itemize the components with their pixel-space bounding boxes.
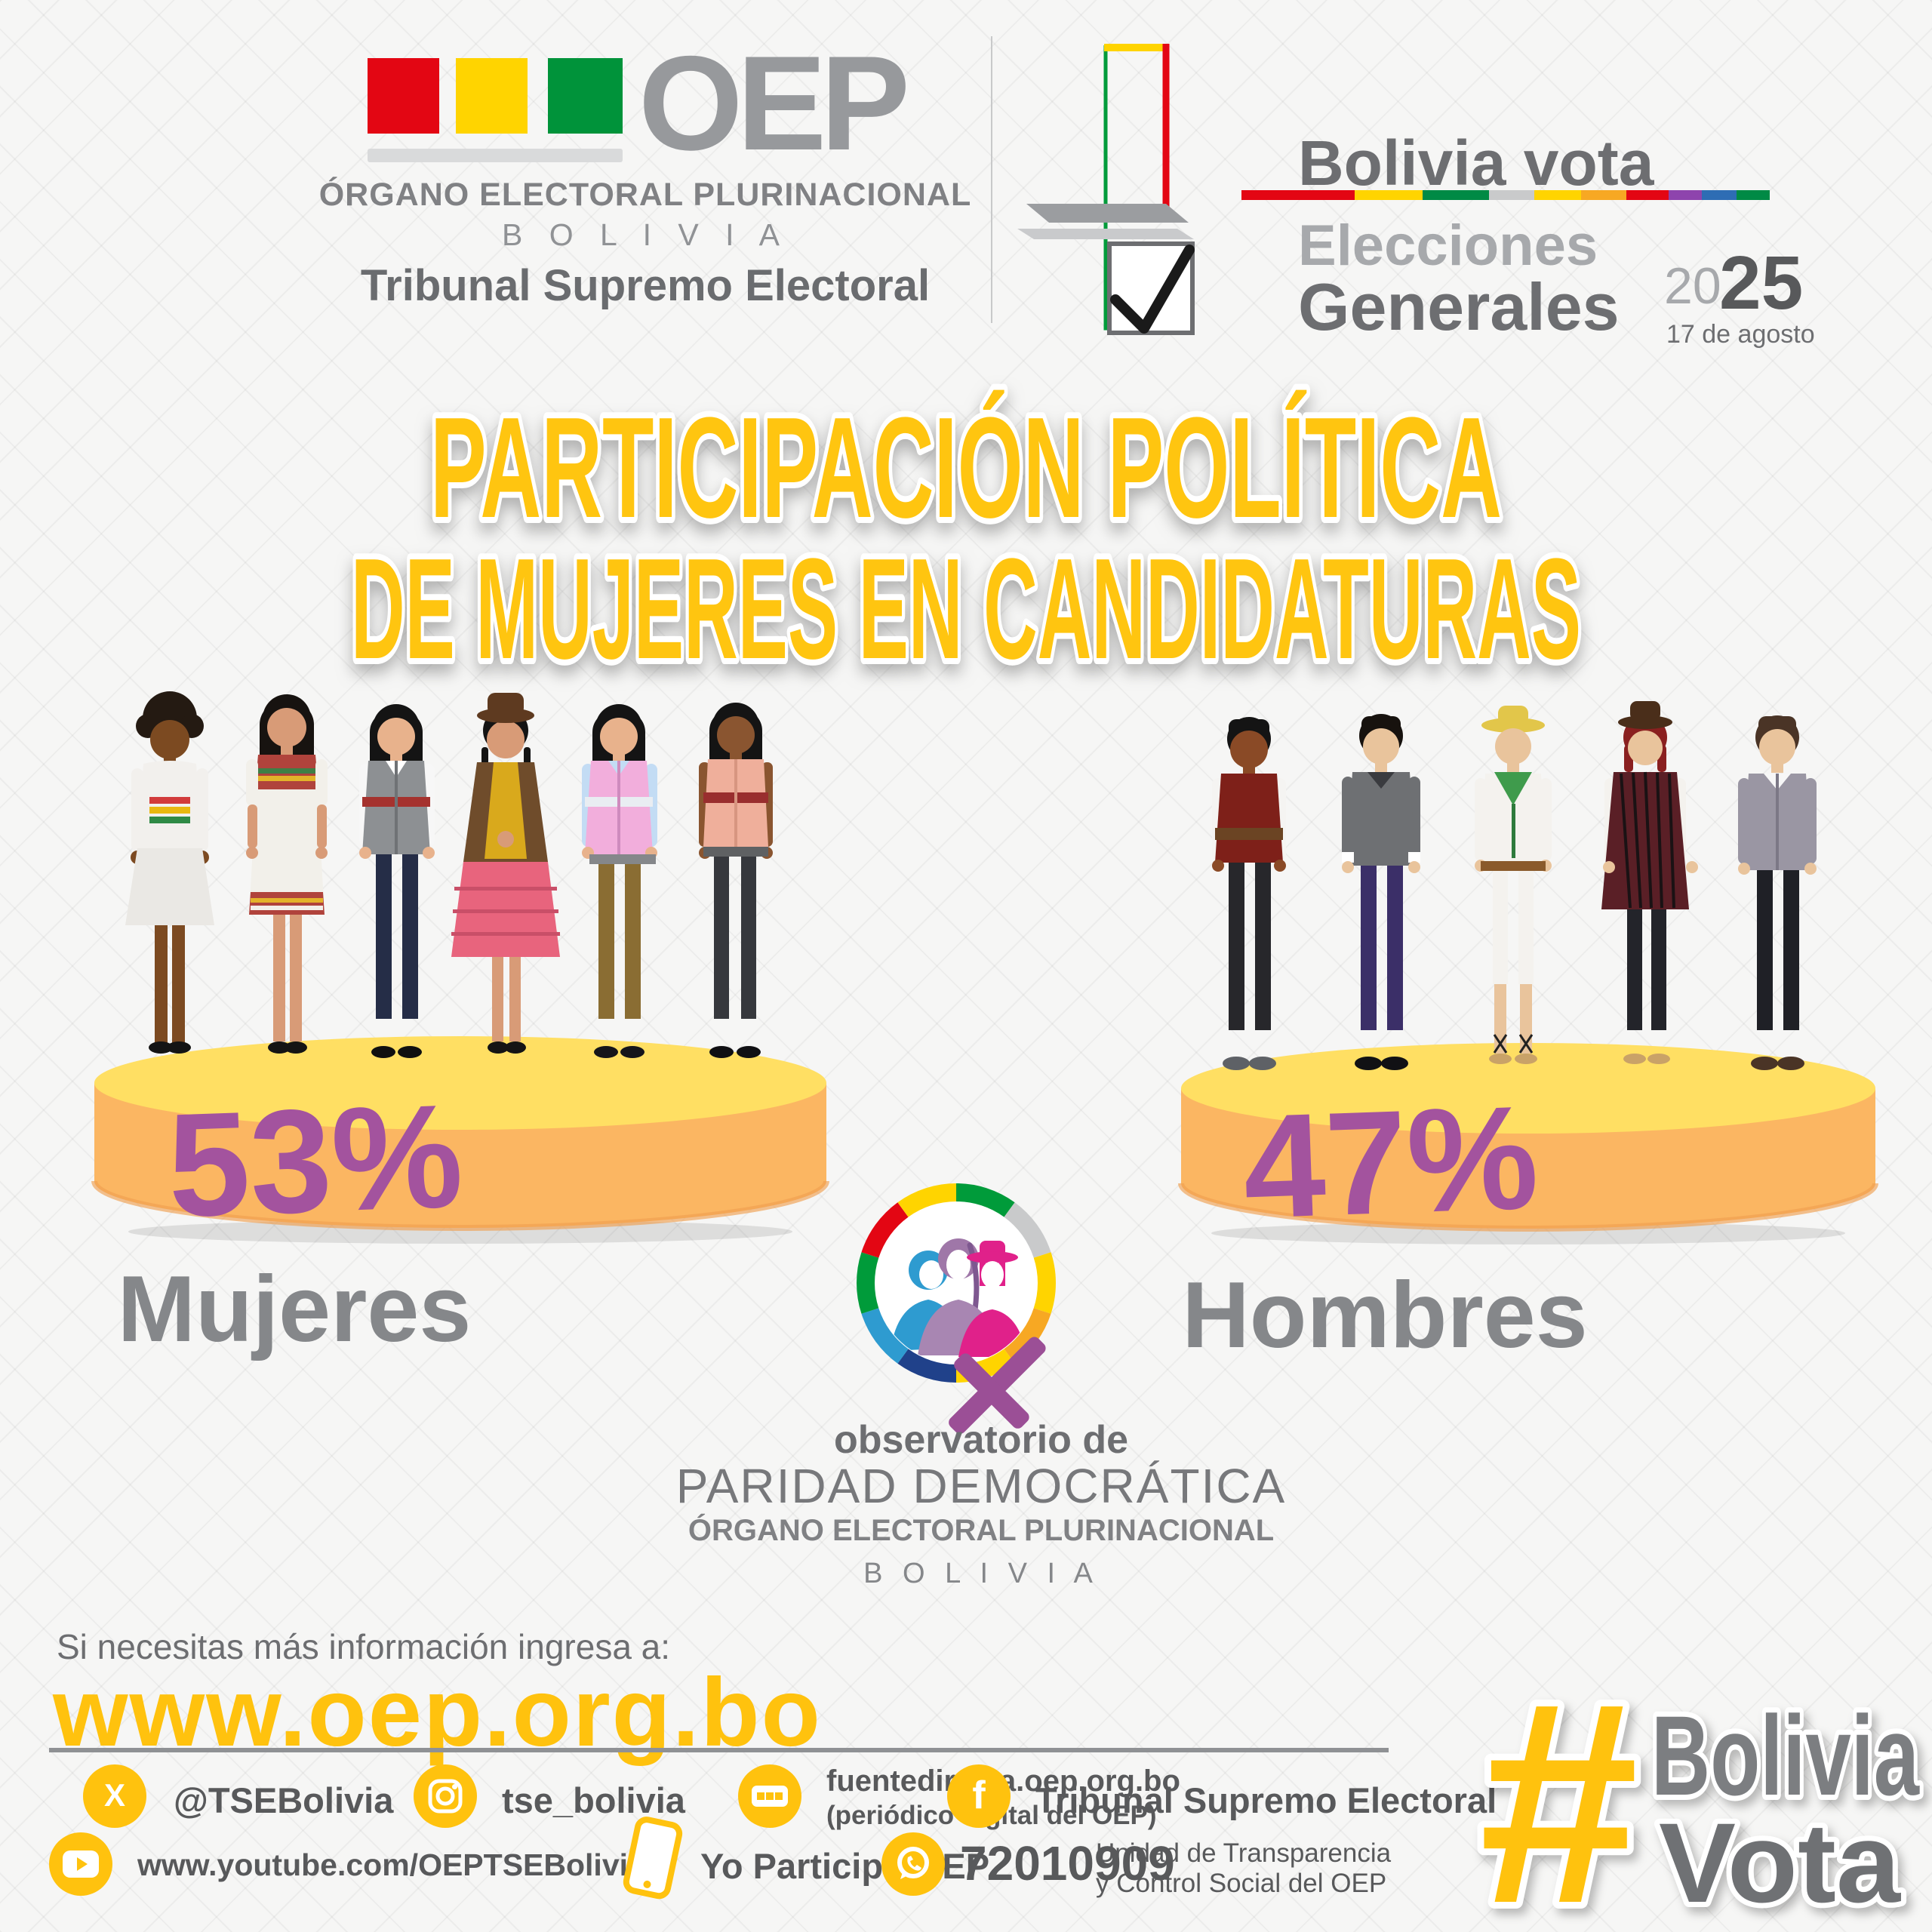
- men-percentage: 47%: [1241, 1075, 1541, 1249]
- oep-wordmark: OEP: [638, 28, 910, 178]
- poster-title-line1: PARTICIPACIÓN POLÍTICA: [430, 388, 1502, 548]
- men-label: Hombres: [1182, 1263, 1588, 1367]
- poster-title: PARTICIPACIÓN POLÍTICA DE MUJERES EN CAN…: [345, 382, 1587, 679]
- hashtag-line1: Bolivia: [1651, 1692, 1920, 1819]
- men-platform: 47%: [1178, 1043, 1878, 1250]
- svg-text:f: f: [972, 1775, 986, 1817]
- instagram-handle[interactable]: tse_bolivia: [502, 1780, 685, 1820]
- observatory-line4: B O L I V I A: [863, 1558, 1099, 1589]
- x-twitter-icon[interactable]: X: [83, 1764, 146, 1828]
- oep-country-line: B O L I V I A: [501, 217, 789, 252]
- women-illustration: [125, 691, 773, 1058]
- facebook-page-label[interactable]: Tribunal Supremo Electoral: [1035, 1780, 1497, 1820]
- observatory-line3: ÓRGANO ELECTORAL PLURINACIONAL: [688, 1514, 1275, 1547]
- fuentedirecta-icon[interactable]: [738, 1764, 801, 1828]
- campaign-title: Bolivia vota: [1298, 128, 1654, 198]
- whatsapp-sublabel: Unidad de Transparencia y Control Social…: [1096, 1838, 1391, 1900]
- woman-figure-4: [451, 693, 560, 1054]
- man-figure-1: [1212, 717, 1286, 1070]
- youtube-icon[interactable]: [49, 1832, 112, 1896]
- footer-info-label: Si necesitas más información ingresa a:: [57, 1627, 671, 1666]
- flag-bar-yellow: [456, 58, 528, 134]
- oep-underline: [368, 149, 623, 162]
- observatory-logo: [857, 1183, 1056, 1434]
- woman-figure-5: [582, 704, 657, 1058]
- woman-figure-3: [359, 704, 435, 1058]
- instagram-icon[interactable]: [414, 1764, 477, 1828]
- women-percentage: 53%: [165, 1073, 466, 1247]
- woman-figure-2: [246, 694, 328, 1054]
- women-platform: 53%: [91, 1036, 829, 1248]
- men-illustration: [1212, 701, 1817, 1070]
- elections-line1: Elecciones: [1298, 214, 1598, 278]
- elections-date: 17 de agosto: [1666, 320, 1815, 349]
- ballot-box-icon: [1017, 44, 1195, 335]
- hashtag-line2: Vota: [1659, 1799, 1902, 1926]
- flag-bar-green: [548, 58, 623, 134]
- hashtag-symbol: #: [1479, 1642, 1638, 1930]
- observatory-line2: PARIDAD DEMOCRÁTICA: [675, 1459, 1287, 1513]
- rainbow-stripe: [1241, 190, 1770, 200]
- footer-divider: [49, 1748, 1389, 1752]
- poster-title-line2: DE MUJERES EN CANDIDATURAS: [351, 529, 1581, 679]
- oep-tribunal-line: Tribunal Supremo Electoral: [360, 261, 931, 310]
- woman-figure-6: [699, 703, 773, 1058]
- hashtag-bolivia-vota: # Bolivia Vota: [1472, 1635, 1925, 1930]
- yo-participo-label[interactable]: Yo Participo OEP: [700, 1846, 990, 1886]
- whatsapp-sublabel-line2: y Control Social del OEP: [1096, 1869, 1387, 1899]
- year-prefix: 20: [1664, 257, 1721, 315]
- man-figure-2: [1342, 714, 1420, 1070]
- phone-icon: [617, 1812, 691, 1910]
- svg-text:X: X: [104, 1777, 125, 1813]
- elections-line2: Generales: [1298, 269, 1620, 344]
- youtube-url[interactable]: www.youtube.com/OEPTSEBolivia: [137, 1847, 645, 1882]
- man-figure-5: [1738, 715, 1817, 1070]
- flag-bar-red: [368, 58, 439, 134]
- header-divider: [991, 36, 992, 323]
- whatsapp-sublabel-line1: Unidad de Transparencia: [1096, 1838, 1392, 1868]
- observatory-line1: observatorio de: [833, 1418, 1129, 1462]
- female-symbol-cross: [949, 1337, 1046, 1434]
- x-handle[interactable]: @TSEBolivia: [174, 1780, 394, 1820]
- whatsapp-icon[interactable]: [881, 1832, 945, 1896]
- oep-org-line: ÓRGANO ELECTORAL PLURINACIONAL: [318, 177, 972, 213]
- woman-figure-1: [125, 691, 214, 1054]
- facebook-icon[interactable]: f: [947, 1764, 1011, 1828]
- man-figure-4: [1601, 701, 1698, 1064]
- whatsapp-number[interactable]: 72010909: [960, 1836, 1175, 1890]
- women-label: Mujeres: [117, 1257, 472, 1361]
- man-figure-3: [1475, 706, 1552, 1064]
- year-suffix: 25: [1719, 241, 1804, 325]
